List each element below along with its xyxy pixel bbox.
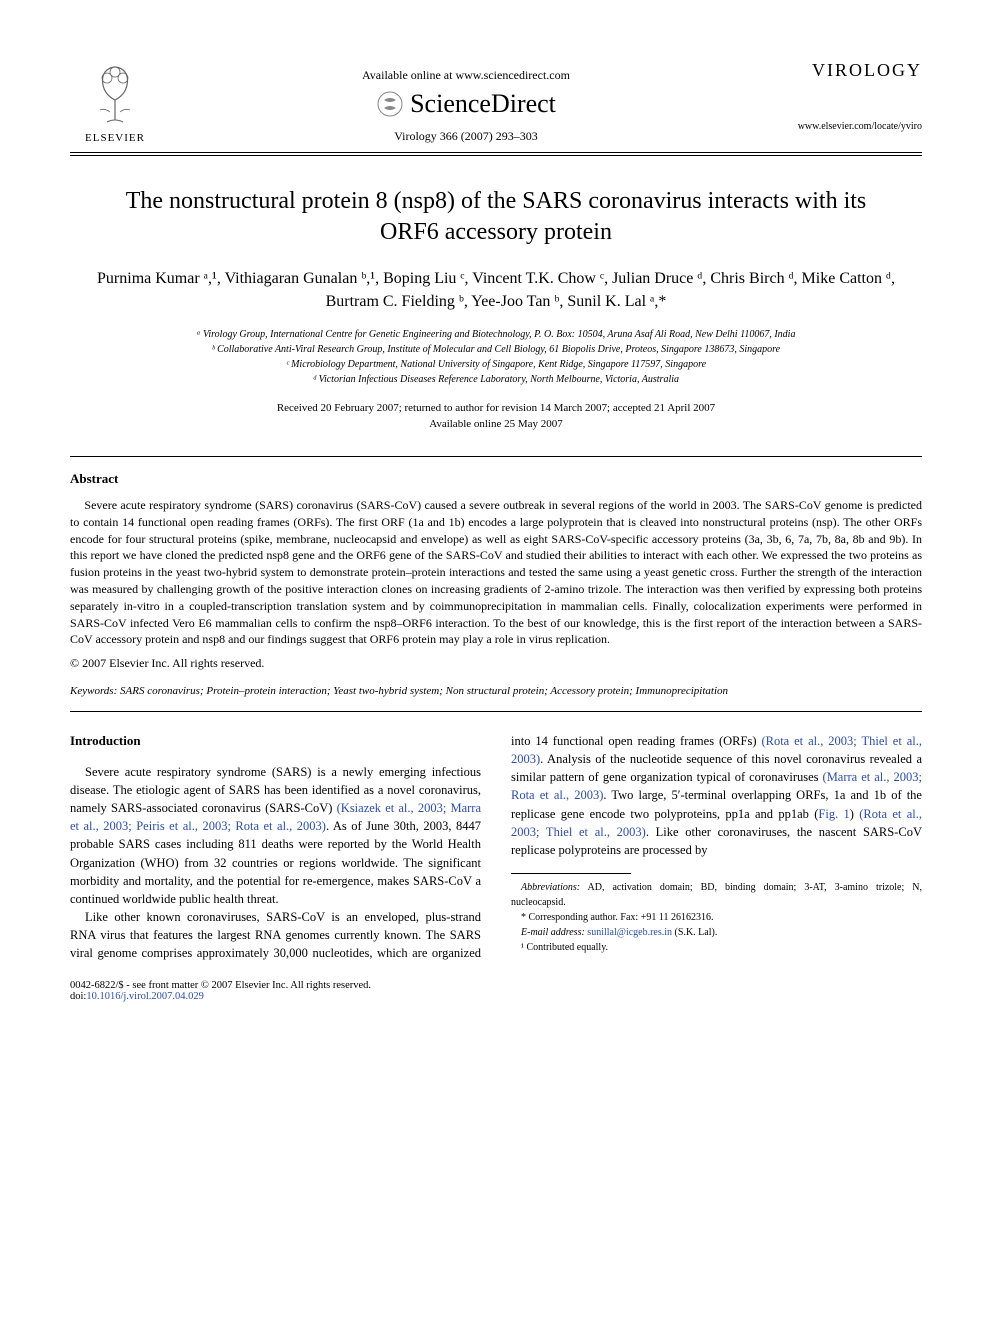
- footnote-abbrev: Abbreviations: AD, activation domain; BD…: [511, 880, 922, 910]
- intro-para-1: Severe acute respiratory syndrome (SARS)…: [70, 763, 481, 908]
- doi-label: doi:: [70, 991, 86, 1002]
- sciencedirect-block: ScienceDirect: [160, 89, 772, 119]
- affil-a: ᵃ Virology Group, International Centre f…: [70, 327, 922, 342]
- page-header: ELSEVIER Available online at www.science…: [70, 60, 922, 144]
- email-link[interactable]: sunillal@icgeb.res.in: [585, 927, 672, 938]
- abbrev-label: Abbreviations:: [521, 882, 580, 893]
- affiliations: ᵃ Virology Group, International Centre f…: [70, 327, 922, 387]
- dates-line1: Received 20 February 2007; returned to a…: [70, 401, 922, 416]
- keywords-line: Keywords: SARS coronavirus; Protein–prot…: [70, 685, 922, 697]
- footnote-rule: [511, 873, 631, 874]
- email-tail: (S.K. Lal).: [672, 927, 717, 938]
- p2-text-d: ): [850, 807, 859, 821]
- footer-doi: doi:10.1016/j.virol.2007.04.029: [70, 991, 922, 1002]
- sciencedirect-icon: [376, 90, 404, 118]
- p2-figure-link[interactable]: Fig. 1: [818, 807, 849, 821]
- dates-line2: Available online 25 May 2007: [70, 417, 922, 432]
- header-rule-2: [70, 155, 922, 156]
- footnotes: Abbreviations: AD, activation domain; BD…: [511, 880, 922, 955]
- sciencedirect-text: ScienceDirect: [410, 89, 556, 119]
- footnote-corresponding: * Corresponding author. Fax: +91 11 2616…: [511, 910, 922, 925]
- abstract-top-rule: [70, 456, 922, 457]
- article-title: The nonstructural protein 8 (nsp8) of th…: [110, 186, 882, 248]
- journal-block: VIROLOGY www.elsevier.com/locate/yviro: [772, 60, 922, 132]
- publisher-logo-block: ELSEVIER: [70, 60, 160, 144]
- email-label: E-mail address:: [521, 927, 585, 938]
- available-online-text: Available online at www.sciencedirect.co…: [160, 68, 772, 83]
- introduction-heading: Introduction: [70, 732, 481, 751]
- keywords-label: Keywords:: [70, 685, 117, 697]
- abstract-text: Severe acute respiratory syndrome (SARS)…: [70, 497, 922, 648]
- abstract-bottom-rule: [70, 711, 922, 712]
- abstract-heading: Abstract: [70, 471, 922, 487]
- abstract-copyright: © 2007 Elsevier Inc. All rights reserved…: [70, 656, 922, 671]
- header-rule-1: [70, 152, 922, 153]
- affil-c: ᶜ Microbiology Department, National Univ…: [70, 357, 922, 372]
- body-columns: Introduction Severe acute respiratory sy…: [70, 732, 922, 962]
- affil-b: ᵇ Collaborative Anti-Viral Research Grou…: [70, 342, 922, 357]
- center-header: Available online at www.sciencedirect.co…: [160, 60, 772, 144]
- affil-d: ᵈ Victorian Infectious Diseases Referenc…: [70, 372, 922, 387]
- doi-link[interactable]: 10.1016/j.virol.2007.04.029: [86, 991, 204, 1002]
- keywords-text: SARS coronavirus; Protein–protein intera…: [117, 685, 728, 697]
- elsevier-tree-icon: [85, 60, 145, 130]
- journal-url: www.elsevier.com/locate/yviro: [772, 121, 922, 132]
- footnote-email: E-mail address: sunillal@icgeb.res.in (S…: [511, 925, 922, 940]
- citation-line: Virology 366 (2007) 293–303: [160, 129, 772, 144]
- authors-line: Purnima Kumar ᵃ,¹, Vithiagaran Gunalan ᵇ…: [90, 268, 902, 313]
- publisher-label: ELSEVIER: [85, 132, 145, 144]
- article-dates: Received 20 February 2007; returned to a…: [70, 401, 922, 432]
- footer-copyright: 0042-6822/$ - see front matter © 2007 El…: [70, 980, 922, 991]
- journal-name: VIROLOGY: [772, 60, 922, 81]
- footer-block: 0042-6822/$ - see front matter © 2007 El…: [70, 980, 922, 1002]
- footnote-contributed: ¹ Contributed equally.: [511, 940, 922, 955]
